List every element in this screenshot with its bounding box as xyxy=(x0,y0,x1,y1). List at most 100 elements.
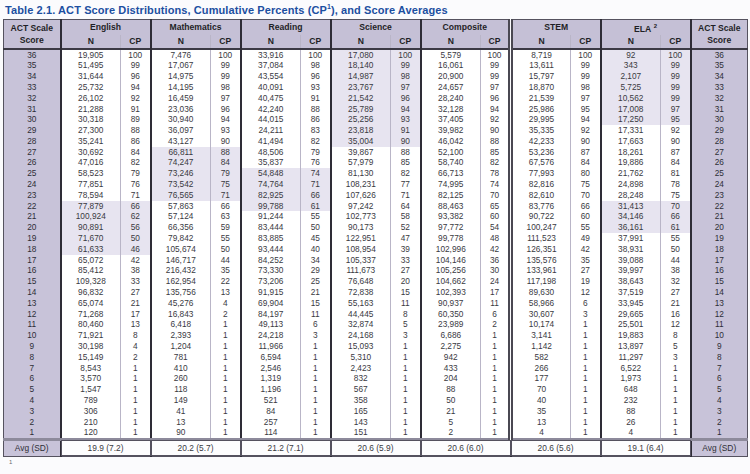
cp-cell-ela: 97 xyxy=(661,104,691,115)
n-cell-composite: 2 xyxy=(421,427,481,439)
cp-cell-science: 64 xyxy=(391,201,421,212)
n-cell-ela: 28,248 xyxy=(601,190,661,201)
score-cell-left: 22 xyxy=(4,201,61,212)
n-cell-english: 789 xyxy=(61,395,121,406)
score-cell-left: 16 xyxy=(4,265,61,276)
cp-cell-mathematics: 88 xyxy=(211,147,241,158)
cp-cell-mathematics: 96 xyxy=(211,104,241,115)
n-cell-composite: 93,382 xyxy=(421,211,481,222)
cp-cell-stem: 1 xyxy=(571,373,601,384)
n-cell-mathematics: 90 xyxy=(151,427,211,439)
n-cell-stem: 83,776 xyxy=(511,201,571,212)
n-cell-science: 23,767 xyxy=(331,82,391,93)
n-cell-mathematics: 118 xyxy=(151,384,211,395)
cp-cell-english: 71 xyxy=(121,190,151,201)
cp-cell-ela: 90 xyxy=(661,136,691,147)
cp-cell-ela: 32 xyxy=(661,276,691,287)
cp-cell-mathematics: 99 xyxy=(211,71,241,82)
n-cell-composite: 74,995 xyxy=(421,179,481,190)
header-cp-ela: CP xyxy=(661,35,691,49)
n-cell-science: 25,256 xyxy=(331,114,391,125)
n-cell-mathematics: 57,124 xyxy=(151,211,211,222)
table-title-text: ACT Score Distributions, Cumulative Perc… xyxy=(55,4,327,16)
cp-cell-mathematics: 44 xyxy=(211,255,241,266)
n-cell-science: 14,987 xyxy=(331,71,391,82)
cp-cell-science: 1 xyxy=(391,373,421,384)
n-cell-english: 77,879 xyxy=(61,201,121,212)
n-cell-ela: 343 xyxy=(601,60,661,71)
score-cell-left: 7 xyxy=(4,363,61,374)
score-cell-right: 23 xyxy=(691,190,748,201)
header-cp-english: CP xyxy=(121,35,151,49)
score-cell-left: 9 xyxy=(4,341,61,352)
n-cell-stem: 3,141 xyxy=(511,330,571,341)
table-row: 4789114915211358150140123214 xyxy=(4,395,748,406)
n-cell-english: 77,851 xyxy=(61,179,121,190)
n-cell-english: 120 xyxy=(61,427,121,439)
score-cell-right: 25 xyxy=(691,168,748,179)
score-cell-left: 2 xyxy=(4,417,61,428)
score-cell-right: 7 xyxy=(691,363,748,374)
page: Table 2.1. ACT Score Distributions, Cumu… xyxy=(0,0,750,466)
header-n-english: N xyxy=(61,35,121,49)
cp-cell-ela: 100 xyxy=(661,49,691,61)
cp-cell-science: 85 xyxy=(391,157,421,168)
cp-cell-science: 3 xyxy=(391,330,421,341)
cp-cell-english: 1 xyxy=(121,406,151,417)
cp-cell-ela: 84 xyxy=(661,157,691,168)
cp-cell-science: 1 xyxy=(391,363,421,374)
score-cell-right: 20 xyxy=(691,222,748,233)
n-cell-composite: 2,275 xyxy=(421,341,481,352)
cp-cell-composite: 42 xyxy=(481,244,511,255)
score-cell-left: 5 xyxy=(4,384,61,395)
n-cell-stem: 582 xyxy=(511,352,571,363)
n-cell-composite: 5 xyxy=(421,417,481,428)
n-cell-ela: 25,501 xyxy=(601,319,661,330)
cp-cell-stem: 1 xyxy=(571,352,601,363)
n-cell-science: 97,242 xyxy=(331,201,391,212)
n-cell-english: 100,924 xyxy=(61,211,121,222)
header-score-line1: ACT Scale xyxy=(4,22,60,34)
cp-cell-science: 15 xyxy=(391,287,421,298)
score-cell-left: 32 xyxy=(4,93,61,104)
table-footer: Avg (SD) 19.9 (7.2) 20.2 (5.7) 21.2 (7.1… xyxy=(4,440,748,457)
n-cell-stem: 13,611 xyxy=(511,60,571,71)
score-cell-right: 26 xyxy=(691,157,748,168)
cp-cell-english: 21 xyxy=(121,298,151,309)
n-cell-science: 44,445 xyxy=(331,309,391,320)
score-cell-left: 1 xyxy=(4,427,61,439)
cp-cell-stem: 1 xyxy=(571,417,601,428)
cp-cell-composite: 1 xyxy=(481,363,511,374)
cp-cell-english: 66 xyxy=(121,201,151,212)
cp-cell-stem: 55 xyxy=(571,222,601,233)
cp-cell-reading: 76 xyxy=(301,157,331,168)
n-cell-stem: 133,961 xyxy=(511,265,571,276)
score-cell-left: 21 xyxy=(4,211,61,222)
n-cell-stem: 25,986 xyxy=(511,104,571,115)
cp-cell-composite: 92 xyxy=(481,114,511,125)
n-cell-english: 1,547 xyxy=(61,384,121,395)
n-cell-english: 30,198 xyxy=(61,341,121,352)
n-cell-science: 90,173 xyxy=(331,222,391,233)
n-cell-science: 55,163 xyxy=(331,298,391,309)
cp-cell-mathematics: 93 xyxy=(211,125,241,136)
score-cell-left: 36 xyxy=(4,49,61,61)
cp-cell-stem: 75 xyxy=(571,179,601,190)
n-cell-mathematics: 260 xyxy=(151,373,211,384)
score-cell-left: 14 xyxy=(4,287,61,298)
n-cell-mathematics: 13 xyxy=(151,417,211,428)
n-cell-mathematics: 76,565 xyxy=(151,190,211,201)
cp-cell-english: 79 xyxy=(121,168,151,179)
cp-cell-ela: 1 xyxy=(661,417,691,428)
table-row: 815,149278116,59415,31019421582111,29738 xyxy=(4,352,748,363)
cp-cell-stem: 1 xyxy=(571,319,601,330)
cp-cell-mathematics: 1 xyxy=(211,352,241,363)
table-row: 3431,6449614,9759943,5549614,9879820,900… xyxy=(4,71,748,82)
n-cell-composite: 433 xyxy=(421,363,481,374)
cp-cell-science: 97 xyxy=(391,82,421,93)
n-cell-reading: 40,475 xyxy=(241,93,301,104)
n-cell-composite: 20,900 xyxy=(421,71,481,82)
n-cell-science: 18,140 xyxy=(331,60,391,71)
table-header: ACT Scale Score English Mathematics Read… xyxy=(4,19,748,48)
header-n-mathematics: N xyxy=(151,35,211,49)
